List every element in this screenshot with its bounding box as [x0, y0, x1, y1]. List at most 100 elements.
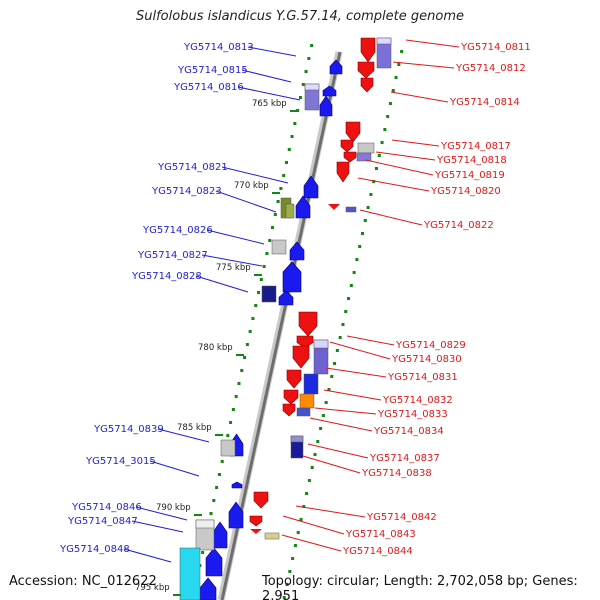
- tick-dot: [293, 122, 297, 125]
- scale-tick: [215, 434, 223, 436]
- gene-block: [271, 239, 287, 255]
- gene-block-highlight: [313, 339, 329, 349]
- tick-dot: [386, 115, 390, 118]
- page-title: Sulfolobus islandicus Y.G.57.14, complet…: [136, 9, 464, 24]
- gene-label-left: YG5714_0813: [183, 42, 254, 53]
- gene-block: [285, 203, 295, 219]
- tick-dot: [397, 63, 401, 66]
- tick-dot: [313, 453, 317, 456]
- scale-label: 780 kbp: [198, 343, 233, 353]
- tick-dot: [327, 388, 331, 391]
- reverse-gene-arrow: [205, 547, 223, 577]
- tick-dot: [400, 50, 404, 53]
- scale-label: 770 kbp: [234, 181, 269, 191]
- tick-dot: [372, 180, 376, 183]
- tick-dot: [363, 219, 367, 222]
- tick-dot: [298, 96, 302, 99]
- tick-dot: [307, 479, 311, 482]
- tick-dot: [335, 349, 339, 352]
- forward-gene-arrow: [343, 151, 357, 163]
- gene-block: [299, 393, 315, 409]
- tick-dot: [305, 492, 309, 495]
- tick-dot: [259, 278, 263, 281]
- tick-dot: [248, 330, 252, 333]
- gene-block-highlight: [304, 83, 320, 91]
- reverse-gene-arrow: [199, 577, 217, 600]
- genome-backbone: [220, 51, 342, 600]
- tick-dot: [240, 369, 244, 372]
- leader-line: [295, 505, 366, 518]
- tick-dot: [282, 174, 286, 177]
- leader-line: [247, 46, 297, 57]
- leader-line: [215, 190, 277, 213]
- leader-line: [365, 159, 434, 176]
- gene-block-highlight: [195, 519, 215, 529]
- tick-dot: [377, 154, 381, 157]
- gene-label-right: YG5714_0817: [440, 141, 511, 152]
- tick-dot: [290, 135, 294, 138]
- forward-gene-arrow: [296, 335, 314, 349]
- gene-label-right: YG5714_0814: [449, 97, 520, 108]
- tick-dot: [201, 551, 205, 554]
- reverse-gene-arrow: [231, 481, 243, 489]
- tick-dot: [209, 512, 213, 515]
- forward-gene-arrow: [250, 529, 262, 534]
- tick-dot: [285, 583, 289, 586]
- gene-label-left: YG5714_0848: [59, 544, 130, 555]
- leader-line: [123, 548, 172, 563]
- forward-gene-arrow: [345, 121, 361, 143]
- gene-label-right: YG5714_0829: [395, 340, 466, 351]
- tick-dot: [293, 544, 297, 547]
- tick-dot: [287, 148, 291, 151]
- leader-line: [241, 69, 292, 83]
- tick-dot: [279, 187, 283, 190]
- tick-dot: [369, 193, 373, 196]
- tick-dot: [319, 427, 323, 430]
- gene-label-right: YG5714_0820: [430, 186, 501, 197]
- forward-gene-arrow: [340, 139, 354, 153]
- gene-label-left: YG5714_0826: [142, 225, 213, 236]
- scale-label: 790 kbp: [156, 503, 191, 513]
- forward-gene-arrow: [360, 37, 376, 63]
- reverse-gene-arrow: [322, 85, 337, 97]
- tick-dot: [215, 486, 219, 489]
- leader-line: [201, 254, 263, 267]
- gene-label-right: YG5714_0812: [455, 63, 526, 74]
- gene-block: [357, 142, 375, 154]
- gene-block: [345, 206, 357, 213]
- gene-block: [179, 547, 201, 600]
- gene-block: [296, 407, 311, 417]
- gene-label-right: YG5714_0819: [434, 170, 505, 181]
- forward-gene-arrow: [328, 204, 340, 210]
- gene-features-layer: [179, 37, 392, 600]
- gene-label-right: YG5714_0832: [382, 395, 453, 406]
- gene-label-left: YG5714_0816: [173, 82, 244, 93]
- tick-dot: [394, 76, 398, 79]
- leader-line: [391, 139, 440, 147]
- scale-tick: [236, 354, 244, 356]
- leader-line: [329, 341, 391, 360]
- scale-label: 765 kbp: [252, 99, 287, 109]
- leader-line: [135, 506, 188, 521]
- gene-label-left: YG5714_0839: [93, 424, 164, 435]
- gene-label-left: YG5714_0847: [67, 516, 138, 527]
- leader-line: [405, 39, 460, 48]
- leader-line: [221, 166, 289, 184]
- tick-dot: [347, 297, 351, 300]
- gene-label-right: YG5714_0811: [460, 42, 531, 53]
- reverse-gene-arrow: [303, 175, 319, 199]
- tick-dot: [338, 336, 342, 339]
- reverse-gene-arrow: [319, 95, 333, 117]
- reverse-gene-arrow: [329, 59, 343, 75]
- label-leader-lines: [123, 39, 460, 563]
- gene-label-right: YG5714_0837: [369, 453, 440, 464]
- tick-dot: [291, 557, 295, 560]
- gene-label-left: YG5714_0827: [137, 250, 208, 261]
- tick-dot: [352, 271, 356, 274]
- tick-dot: [366, 206, 370, 209]
- scale-tick: [254, 274, 262, 276]
- forward-gene-arrow: [298, 311, 318, 337]
- tick-dot: [220, 460, 224, 463]
- accession-label: Accession: NC_012622: [9, 574, 157, 589]
- tick-dot: [330, 375, 334, 378]
